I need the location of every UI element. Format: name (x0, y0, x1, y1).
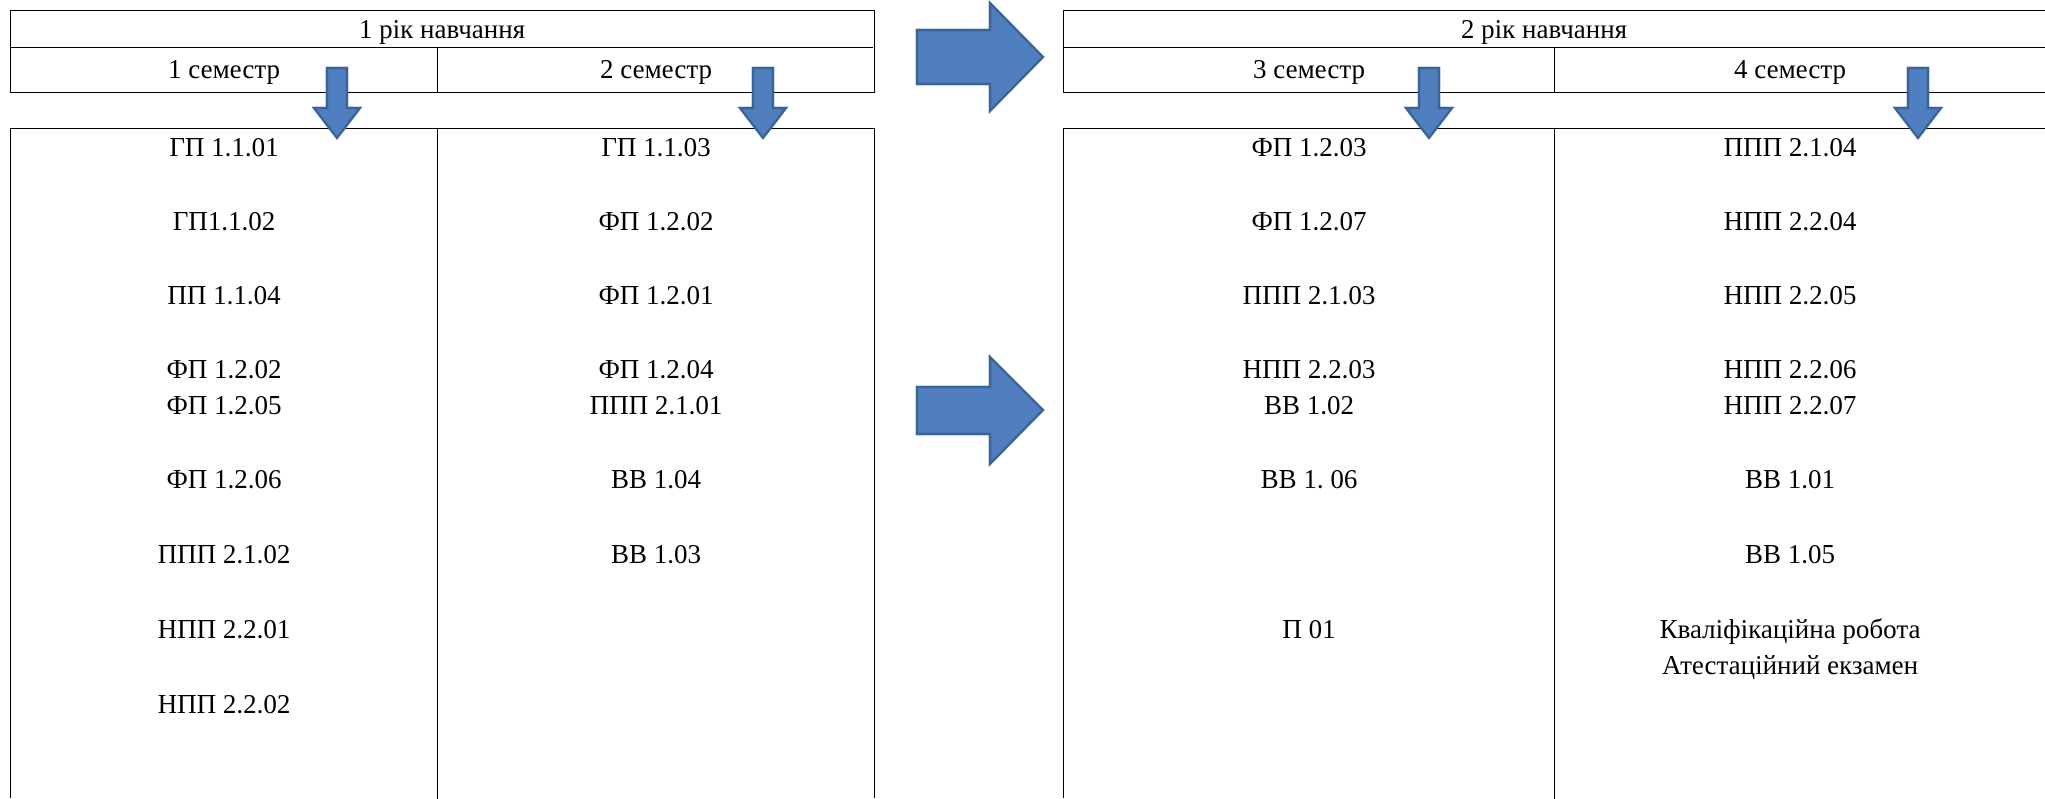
list-item: ППП 2.1.02 (157, 539, 291, 569)
semester3-course-list: ФП 1.2.03 ФП 1.2.07 ППП 2.1.03 НПП 2.2.0… (1064, 129, 1554, 798)
semester1-label: 1 семестр (168, 54, 280, 84)
year2-header-divider (1064, 47, 2045, 48)
year1-body-col-divider (437, 129, 438, 799)
year2-title: 2 рік навчання (1460, 14, 1628, 44)
arrow-down-icon (1892, 66, 1944, 141)
list-item: НПП 2.2.03 (1242, 354, 1376, 384)
semester3-label: 3 семестр (1253, 54, 1365, 84)
list-item: ФП 1.2.04 (598, 354, 714, 384)
arrow-down-icon (737, 66, 789, 141)
semester4-label: 4 семестр (1734, 54, 1846, 84)
list-item: ФП 1.2.02 (598, 206, 714, 236)
list-item: ФП 1.2.05 (166, 390, 282, 420)
list-item: ФП 1.2.02 (166, 354, 282, 384)
arrow-right-icon (915, 0, 1045, 115)
year1-header: 1 рік навчання 1 семестр 2 семестр (10, 10, 875, 93)
list-item: ППП 2.1.04 (1723, 132, 1857, 162)
list-item: ФП 1.2.01 (598, 280, 714, 310)
list-item: ГП1.1.02 (172, 206, 276, 236)
list-item: ППП 2.1.01 (589, 390, 723, 420)
year1-body: ГП 1.1.01 ГП1.1.02 ПП 1.1.04 ФП 1.2.02 Ф… (10, 128, 875, 799)
list-item: ФП 1.2.07 (1251, 206, 1367, 236)
semester2-label: 2 семестр (600, 54, 712, 84)
list-item: НПП 2.2.01 (157, 614, 291, 644)
arrow-right-icon (915, 353, 1045, 468)
year1-header-col-divider (437, 48, 438, 92)
list-item: ВВ 1.04 (610, 464, 702, 494)
list-item: ВВ 1.01 (1744, 464, 1836, 494)
list-item: ФП 1.2.03 (1251, 132, 1367, 162)
semester1-course-list: ГП 1.1.01 ГП1.1.02 ПП 1.1.04 ФП 1.2.02 Ф… (11, 129, 437, 798)
semester4-course-list: ППП 2.1.04 НПП 2.2.04 НПП 2.2.05 НПП 2.2… (1555, 129, 2025, 798)
list-item: ВВ 1. 06 (1260, 464, 1358, 494)
year2-body-col-divider (1554, 129, 1555, 799)
list-item: ФП 1.2.06 (166, 464, 282, 494)
year2-header: 2 рік навчання 3 семестр 4 семестр (1063, 10, 2045, 93)
list-item: ПП 1.1.04 (167, 280, 281, 310)
year2-body: ФП 1.2.03 ФП 1.2.07 ППП 2.1.03 НПП 2.2.0… (1063, 128, 2045, 799)
list-item: ВВ 1.02 (1263, 390, 1355, 420)
list-item: ППП 2.1.03 (1242, 280, 1376, 310)
list-item: НПП 2.2.04 (1723, 206, 1857, 236)
list-item: НПП 2.2.06 (1723, 354, 1857, 384)
list-item: ВВ 1.05 (1744, 539, 1836, 569)
arrow-down-icon (311, 66, 363, 141)
list-item: ВВ 1.03 (610, 539, 702, 569)
year1-header-divider (11, 47, 873, 48)
list-item: НПП 2.2.02 (157, 689, 291, 719)
list-item: П 01 (1282, 614, 1336, 644)
list-item: НПП 2.2.07 (1723, 390, 1857, 420)
list-item: Кваліфікаційна робота (1659, 614, 1921, 644)
year1-title: 1 рік навчання (358, 14, 526, 44)
semester2-course-list: ГП 1.1.03 ФП 1.2.02 ФП 1.2.01 ФП 1.2.04 … (438, 129, 874, 798)
list-item: ГП 1.1.01 (169, 132, 279, 162)
year2-header-col-divider (1554, 48, 1555, 92)
list-item: НПП 2.2.05 (1723, 280, 1857, 310)
list-item: ГП 1.1.03 (601, 132, 711, 162)
list-item: Атестаційний екзамен (1661, 650, 1919, 680)
arrow-down-icon (1403, 66, 1455, 141)
